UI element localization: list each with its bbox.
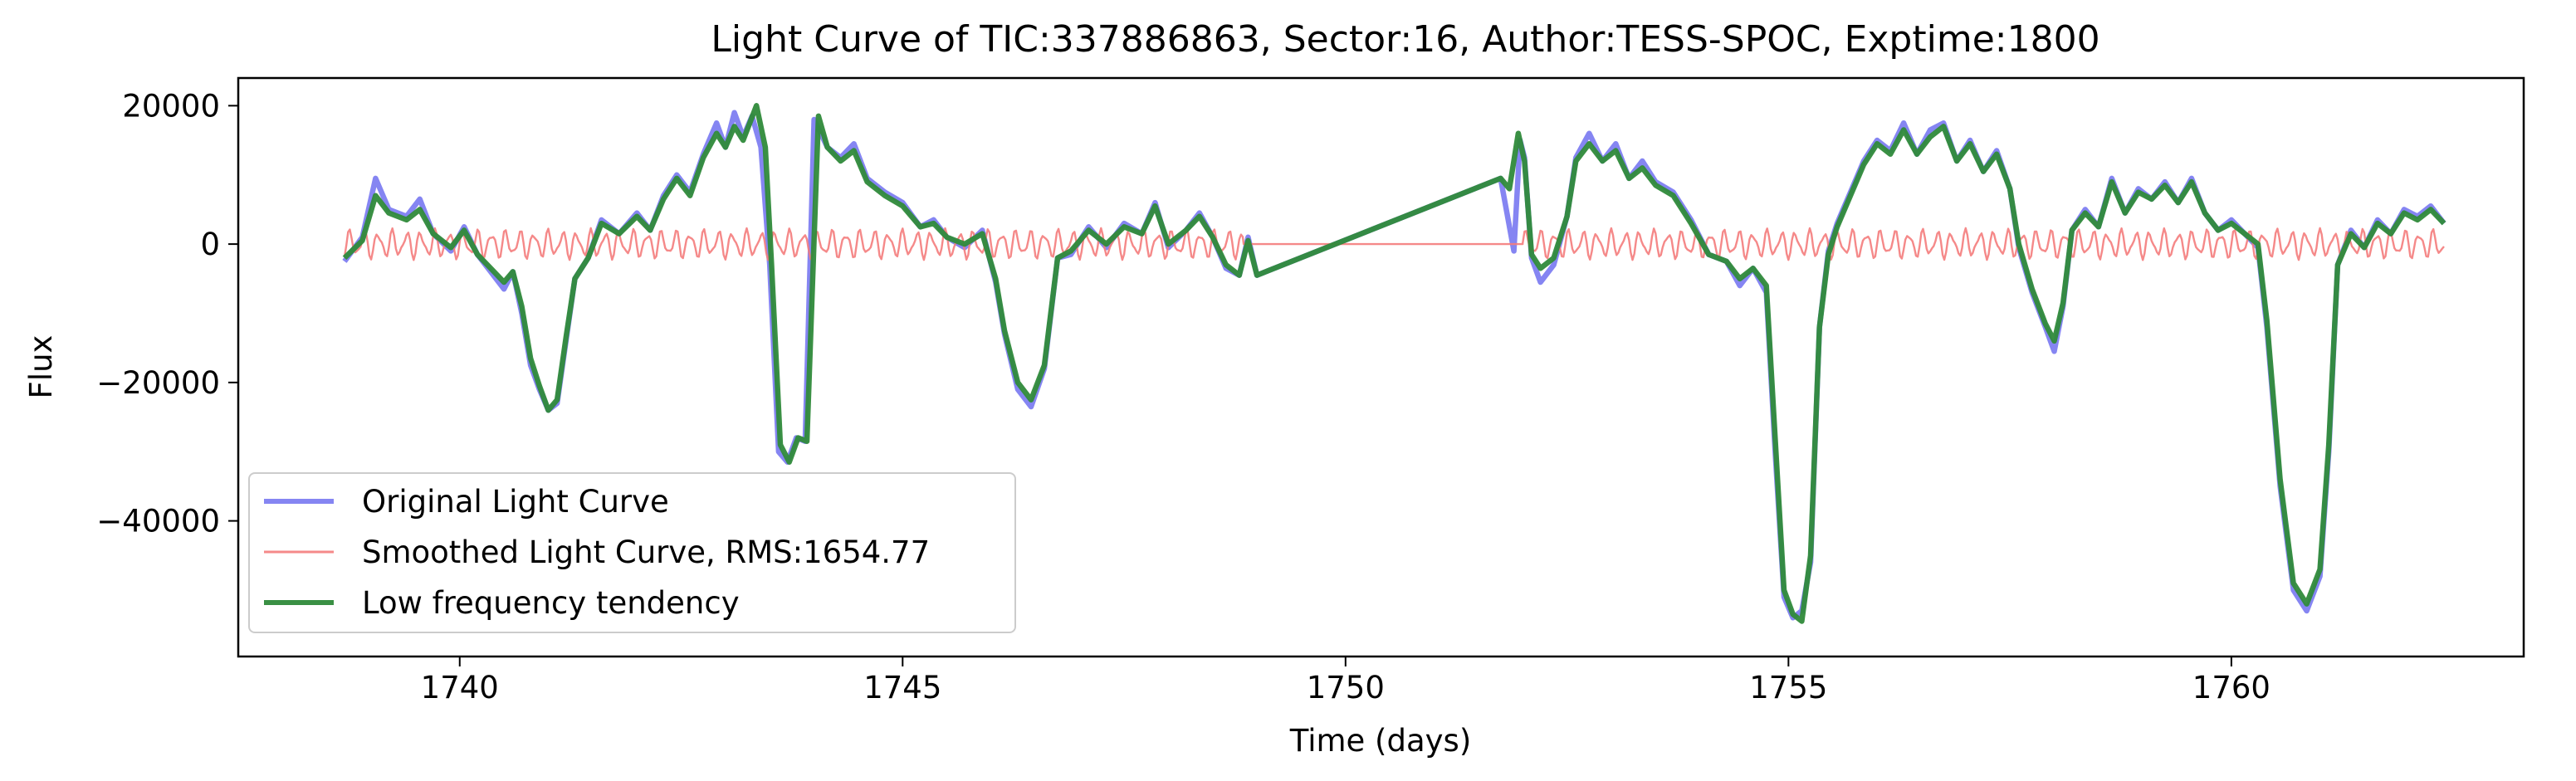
x-tick-label: 1755 — [1749, 670, 1827, 705]
chart-title: Light Curve of TIC:337886863, Sector:16,… — [711, 18, 2099, 61]
series-low-frequency-line — [342, 103, 2446, 624]
y-axis: 20000 0 −20000 −40000 — [96, 88, 238, 539]
x-tick-label: 1745 — [863, 670, 941, 705]
y-tick-label: 0 — [200, 227, 220, 262]
series-layer — [342, 103, 2446, 624]
x-tick-label: 1760 — [2192, 670, 2270, 705]
y-tick-label: −20000 — [96, 365, 220, 401]
legend-label-low-frequency: Low frequency tendency — [362, 585, 740, 621]
legend-label-smoothed: Smoothed Light Curve, RMS:1654.77 — [362, 534, 930, 570]
x-tick-label: 1740 — [421, 670, 499, 705]
y-tick-label: 20000 — [122, 88, 220, 124]
legend: Original Light Curve Smoothed Light Curv… — [248, 472, 1016, 633]
x-axis-label: Time (days) — [1289, 723, 1472, 759]
y-axis-label: Flux — [23, 335, 59, 399]
y-tick-label: −40000 — [96, 504, 220, 539]
legend-frame — [248, 472, 1016, 633]
x-axis: 1740 1745 1750 1755 1760 — [421, 657, 2270, 705]
x-tick-label: 1750 — [1307, 670, 1385, 705]
legend-label-original: Original Light Curve — [362, 484, 669, 520]
plot-frame — [237, 76, 2525, 658]
